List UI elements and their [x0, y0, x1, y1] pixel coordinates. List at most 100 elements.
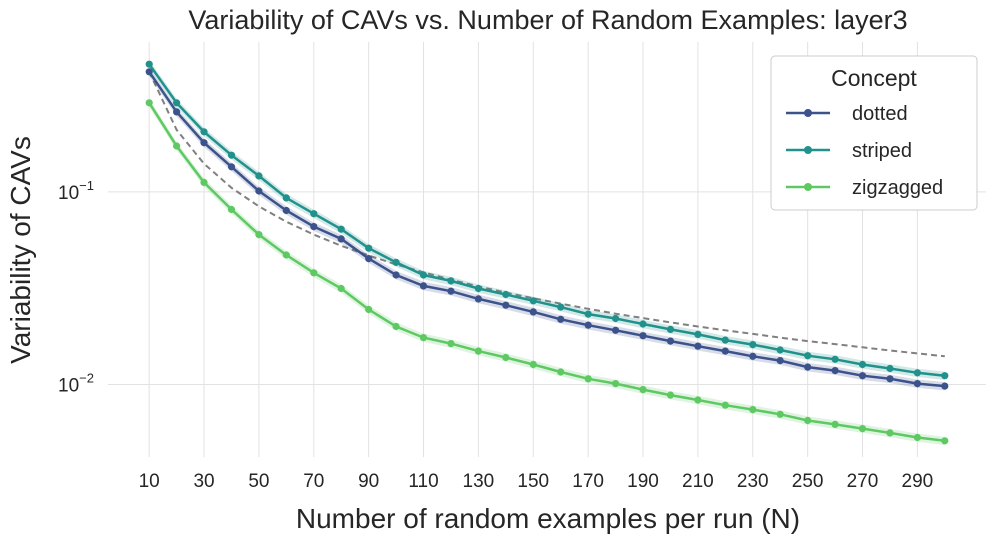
point-striped [612, 314, 620, 323]
series-line-striped [148, 63, 945, 377]
point-zigzagged [557, 368, 565, 376]
point-zigzagged [447, 340, 455, 348]
legend-box [770, 55, 978, 211]
point-dotted [694, 342, 702, 350]
point-zigzagged [145, 99, 153, 107]
point-zigzagged [666, 391, 675, 399]
point-dotted [913, 380, 922, 388]
point-dotted [173, 108, 181, 116]
x-tick-label: 70 [303, 471, 324, 492]
y-tick-label: 10−1 [58, 178, 94, 204]
point-zigzagged [392, 322, 400, 331]
x-tick-label: 90 [358, 471, 379, 492]
x-tick-label: 290 [902, 471, 934, 492]
point-striped [282, 194, 290, 202]
point-dotted [255, 187, 263, 195]
series-striped [145, 60, 949, 380]
legend-label-striped: striped [852, 140, 912, 162]
point-dotted [282, 206, 290, 215]
x-axis-label: Number of random examples per run (N) [296, 503, 800, 534]
legend: Concept dotted striped zigzagged [770, 55, 978, 211]
point-zigzagged [419, 334, 428, 342]
point-striped [392, 258, 400, 266]
point-dotted [776, 357, 784, 365]
chart-title: Variability of CAVs vs. Number of Random… [188, 5, 907, 35]
point-striped [365, 244, 373, 252]
point-zigzagged [612, 380, 620, 388]
point-striped [694, 330, 702, 338]
x-tick-label: 190 [627, 471, 659, 492]
point-striped [145, 60, 153, 68]
point-striped [831, 355, 839, 363]
point-dotted [831, 367, 839, 375]
point-zigzagged [721, 401, 729, 409]
x-tick-label: 210 [682, 471, 714, 492]
point-striped [502, 290, 510, 299]
point-striped [474, 284, 482, 293]
point-zigzagged [502, 353, 510, 362]
point-dotted [310, 223, 318, 231]
legend-entry-striped: striped [786, 140, 912, 162]
point-striped [776, 346, 784, 354]
x-tick-label: 150 [517, 471, 549, 492]
point-zigzagged [529, 360, 537, 369]
point-dotted [804, 363, 812, 371]
x-tick-label: 270 [847, 471, 879, 492]
point-dotted [749, 352, 757, 360]
legend-entry-dotted: dotted [786, 103, 908, 125]
point-dotted [474, 295, 482, 303]
point-striped [447, 277, 455, 285]
point-dotted [145, 68, 153, 76]
point-zigzagged [694, 396, 702, 404]
point-dotted [502, 301, 510, 309]
series-zigzagged [145, 98, 949, 446]
point-striped [529, 297, 537, 305]
series-line-dotted [148, 71, 945, 388]
point-striped [749, 341, 757, 349]
point-zigzagged [804, 416, 812, 425]
x-tick-label: 50 [248, 471, 269, 492]
point-zigzagged [255, 231, 263, 239]
point-dotted [392, 271, 400, 279]
point-zigzagged [941, 437, 949, 445]
point-zigzagged [474, 347, 482, 355]
x-tick-label: 230 [737, 471, 769, 492]
series-group [145, 60, 949, 446]
point-zigzagged [282, 251, 290, 259]
series-dotted [145, 67, 949, 391]
point-striped [886, 364, 894, 373]
point-striped [419, 271, 428, 279]
point-zigzagged [639, 386, 647, 394]
legend-label-zigzagged: zigzagged [852, 177, 943, 199]
y-axis-label: Variability of CAVs [5, 136, 36, 364]
point-dotted [200, 139, 208, 147]
point-dotted [721, 347, 729, 355]
legend-entry-zigzagged: zigzagged [786, 177, 943, 199]
point-striped [804, 352, 812, 360]
x-tick-label: 110 [408, 471, 438, 492]
y-ticks: 10−1 10−2 [58, 178, 94, 397]
point-dotted [529, 308, 537, 316]
legend-label-dotted: dotted [852, 103, 908, 125]
legend-title: Concept [831, 65, 917, 91]
point-striped [557, 303, 565, 311]
point-striped [584, 310, 592, 318]
point-dotted [419, 282, 428, 290]
point-striped [913, 369, 922, 377]
point-dotted [365, 255, 373, 263]
point-zigzagged [365, 305, 373, 314]
x-tick-label: 170 [572, 471, 604, 492]
point-zigzagged [858, 425, 867, 433]
x-ticks: 10 30 50 70 90 110 130 150 170 190 210 230 250 270 290 [139, 471, 934, 492]
reference-curve-dashed [148, 71, 945, 358]
series-band-zigzagged [149, 98, 945, 446]
x-tick-label: 250 [792, 471, 824, 492]
point-zigzagged [200, 178, 208, 186]
point-zigzagged [749, 406, 757, 414]
point-dotted [941, 382, 949, 390]
point-dotted [666, 337, 675, 345]
point-zigzagged [776, 410, 784, 418]
point-zigzagged [337, 284, 345, 293]
point-dotted [227, 163, 236, 171]
